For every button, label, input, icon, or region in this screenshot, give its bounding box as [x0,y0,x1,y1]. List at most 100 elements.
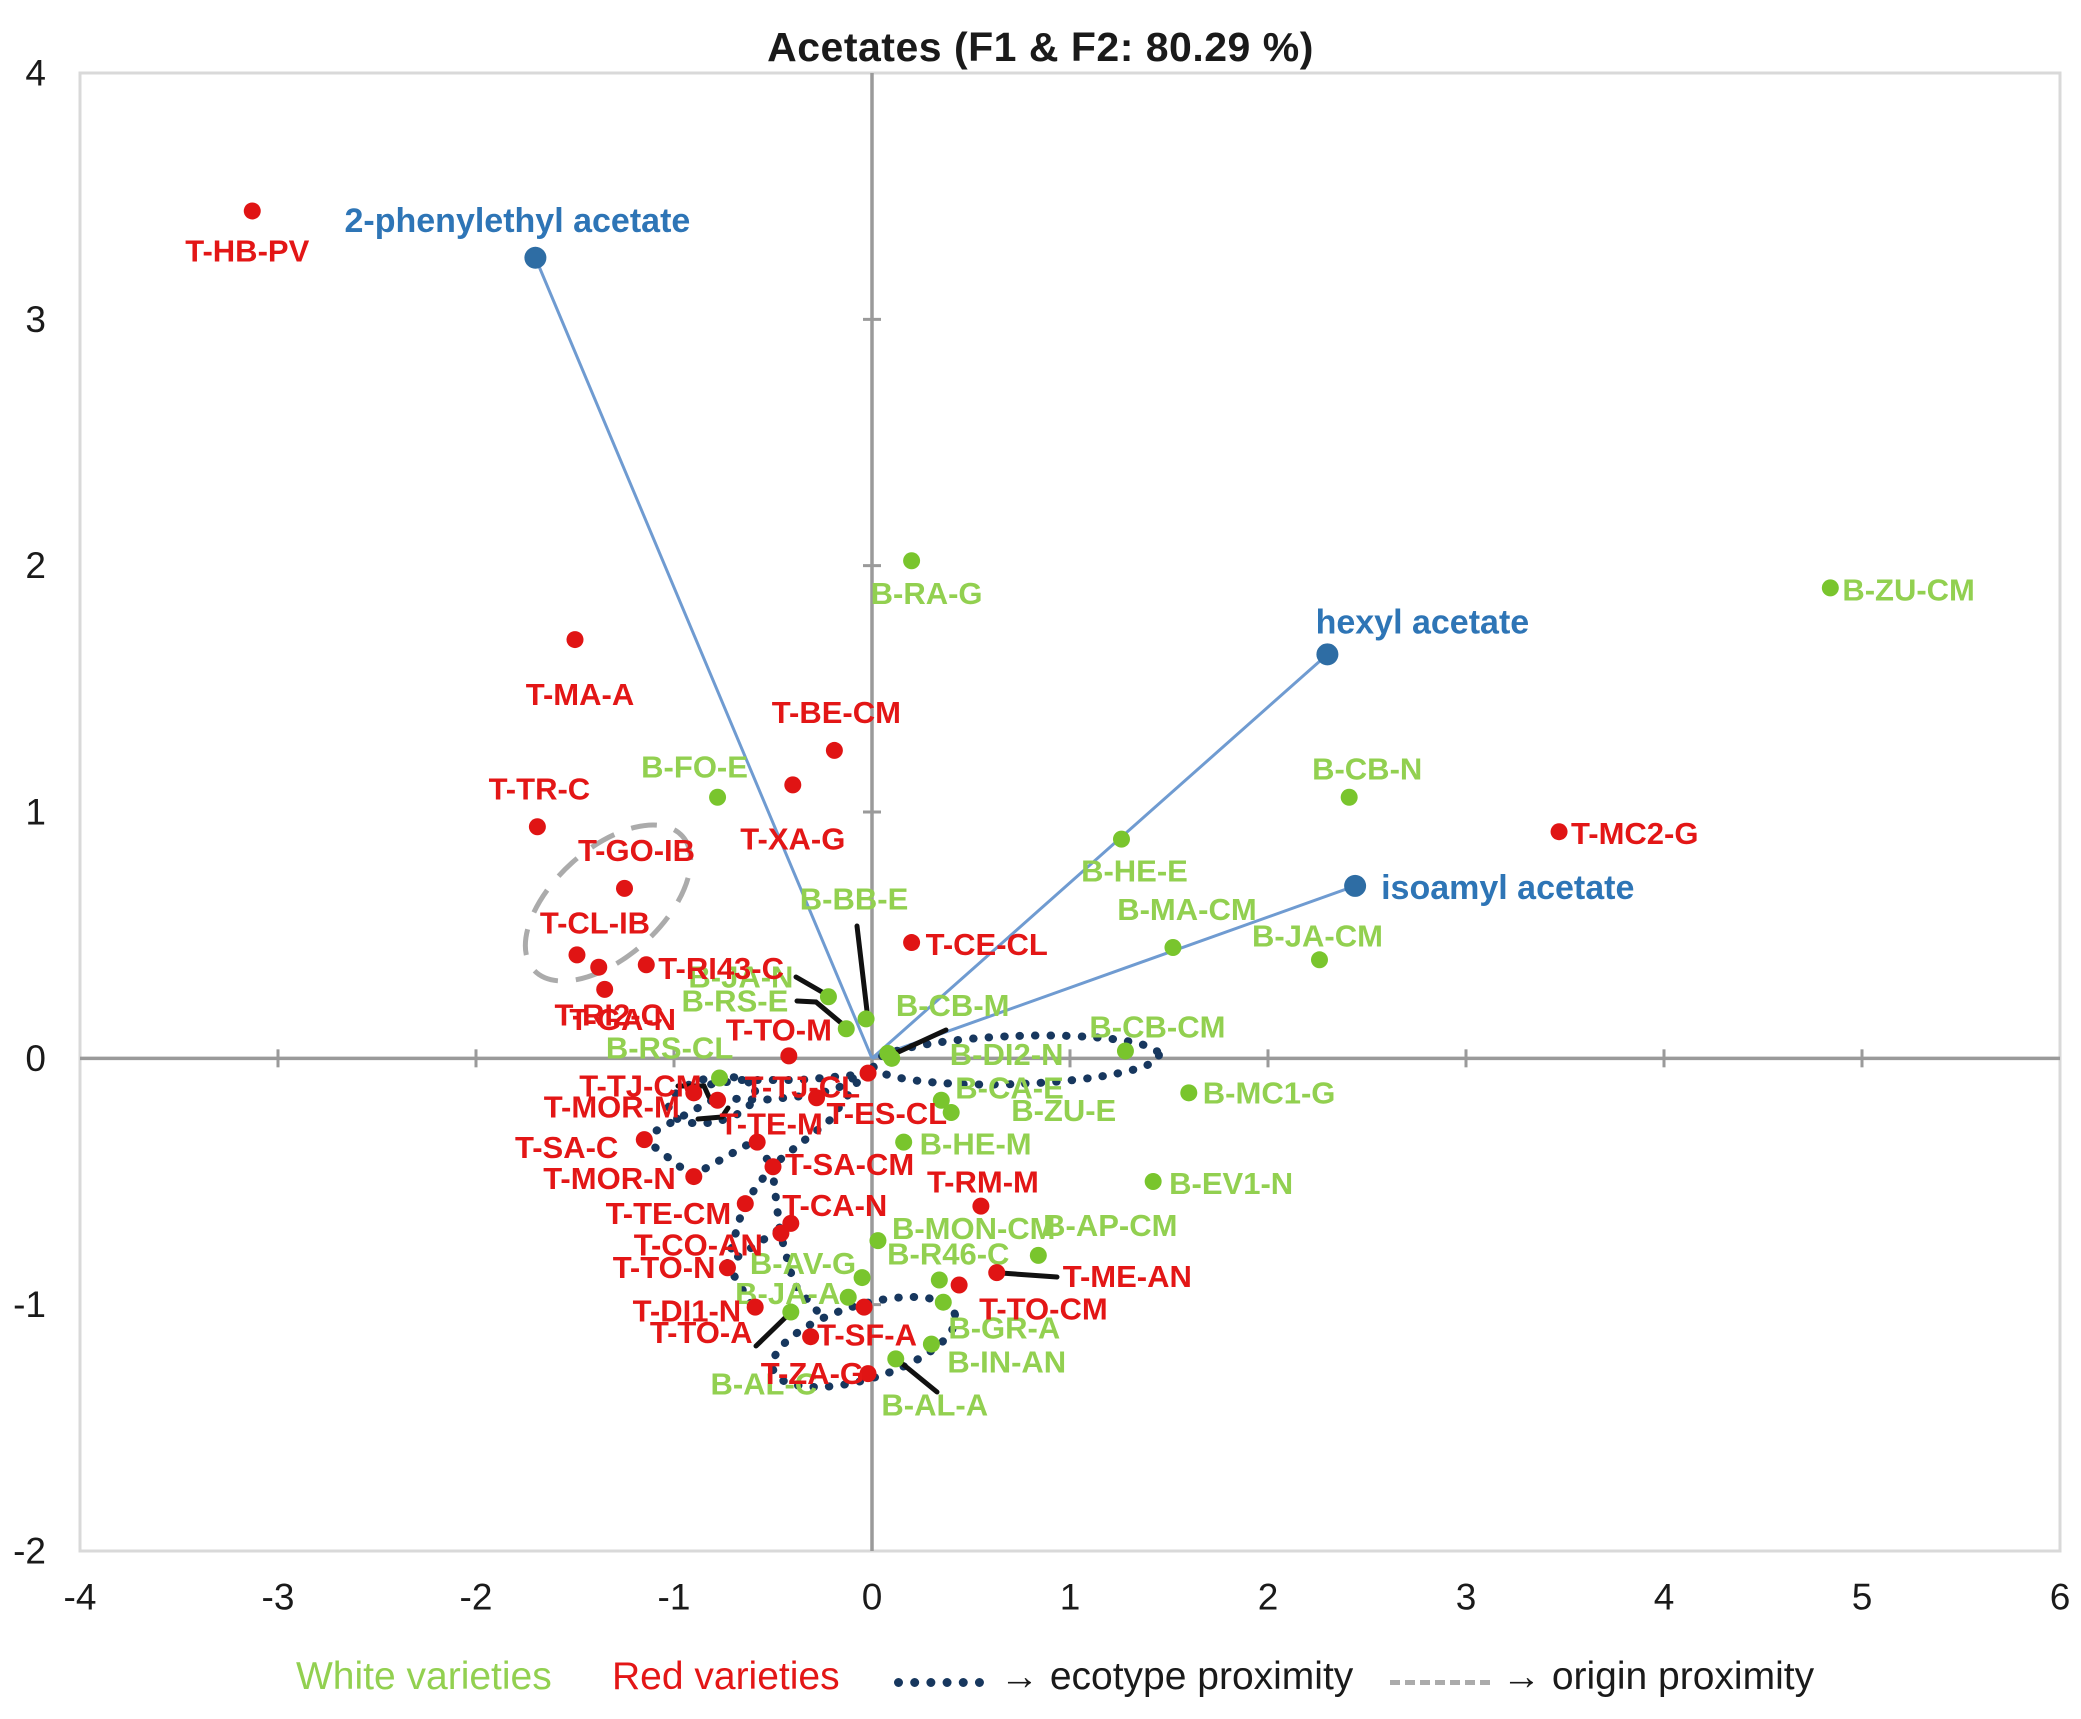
legend-origin-proximity: → origin proximity [1502,1655,1815,1698]
red-variety-label: T-CO-AN [634,1228,763,1263]
ecotype-proximity-line [696,1070,870,1090]
x-tick-label: 0 [862,1577,883,1618]
red-variety-label: T-MC2-G [1571,816,1698,851]
label-leader-line [753,1311,792,1349]
y-tick-label: -2 [13,1531,46,1572]
red-variety-point [709,1091,727,1109]
label-leader-line [854,923,870,1014]
label-leader-line [675,1083,712,1100]
red-variety-label: T-RI43-C [658,951,784,986]
red-variety-label: T-TO-M [726,1012,832,1047]
red-variety-point [780,1047,798,1065]
x-tick-label: -3 [262,1577,295,1618]
red-variety-point [825,741,843,759]
red-variety-point [855,1298,873,1316]
vector-point [1316,643,1339,666]
x-tick-label: -4 [64,1577,97,1618]
red-variety-point [972,1197,990,1215]
red-variety-label: T-CE-CL [926,927,1048,962]
white-variety-point [837,1020,855,1038]
white-variety-label: B-AV-G [750,1246,856,1281]
red-variety-point [685,1084,703,1102]
ecotype-proximity-line [722,1162,776,1311]
ecotype-proximity-line [768,1162,828,1323]
white-variety-point [1112,830,1130,848]
vector-label: hexyl acetate [1316,603,1530,641]
white-variety-label: B-AL-A [881,1387,988,1422]
red-variety-label: T-TO-N [613,1250,716,1285]
white-variety-label: B-ZU-E [1011,1093,1116,1128]
legend-ecotype-dotted-line-icon [894,1678,984,1687]
white-variety-point [1180,1084,1198,1102]
red-variety-point [596,980,614,998]
white-variety-point [922,1335,940,1353]
legend-white-varieties: White varieties [296,1655,552,1698]
red-variety-label: T-MOR-M [544,1089,680,1124]
red-variety-point [1550,823,1568,841]
red-variety-point [950,1276,968,1294]
red-variety-label: T-TJ-CL [745,1070,860,1105]
red-variety-label: T-TE-M [720,1107,823,1142]
red-variety-point [568,946,586,964]
white-variety-label: B-JA-N [688,959,793,994]
white-variety-label: B-EV1-N [1169,1166,1293,1201]
white-variety-label: B-RS-CL [606,1031,733,1066]
x-tick-label: -2 [460,1577,493,1618]
label-leader-line [896,1358,940,1395]
red-variety-label: T-XA-G [740,821,845,856]
vector-label: isoamyl acetate [1381,869,1634,907]
white-variety-label: B-MC1-G [1203,1075,1336,1110]
white-variety-point [782,1303,800,1321]
white-variety-point [1144,1173,1162,1190]
vector-line [871,653,1329,1060]
red-variety-point [616,879,633,897]
white-variety-point [930,1271,948,1289]
white-variety-point [857,1010,875,1028]
white-variety-label: B-RS-E [681,983,788,1018]
ecotype-proximity-line [714,1091,818,1105]
red-variety-label: T-MOR-N [543,1161,676,1196]
red-variety-label: T-CL-IB [540,905,650,940]
red-variety-label: T-ZA-G [761,1356,864,1391]
white-variety-point [1821,579,1839,597]
red-variety-label: T-RI2-C [555,998,664,1033]
vector-point [1344,874,1367,897]
red-variety-point [635,1131,653,1149]
white-variety-label: B-IN-AN [947,1345,1066,1380]
red-variety-point [243,202,261,220]
red-variety-point [590,958,608,976]
red-variety-point [808,1089,826,1107]
y-tick-label: 0 [25,1038,46,1079]
white-variety-label: B-AL-C [710,1367,817,1402]
white-variety-point [903,552,921,570]
ecotype-proximity-line [639,1094,720,1142]
red-variety-label: T-HB-PV [185,233,309,268]
label-leader-line [998,1270,1060,1280]
white-variety-label: B-JA-CM [1252,918,1383,953]
red-variety-label: T-BE-CM [772,695,901,730]
white-variety-point [709,788,727,806]
white-variety-label: B-MA-CM [1117,892,1256,927]
red-variety-point [859,1064,877,1082]
legend-red-varieties: Red varieties [612,1655,840,1698]
white-variety-label: B-FO-E [641,750,748,785]
red-variety-point [748,1133,766,1151]
x-tick-label: 4 [1654,1577,1675,1618]
red-variety-point [685,1168,703,1186]
x-tick-label: 2 [1258,1577,1279,1618]
red-variety-point [859,1365,877,1383]
label-leader-line [794,998,849,1030]
red-variety-label: T-GA-N [569,1002,676,1037]
red-variety-point [566,631,584,649]
white-variety-label: B-CB-CM [1089,1009,1225,1044]
red-variety-point [637,956,655,974]
red-variety-point [746,1298,764,1316]
white-variety-point [819,988,837,1006]
y-tick-label: 4 [25,53,46,94]
red-variety-label: T-TO-CM [979,1291,1108,1326]
red-variety-label: T-SA-CM [785,1147,914,1182]
red-variety-label: T-TR-C [489,771,591,806]
x-tick-label: 1 [1060,1577,1081,1618]
white-variety-label: B-CB-M [896,988,1010,1023]
